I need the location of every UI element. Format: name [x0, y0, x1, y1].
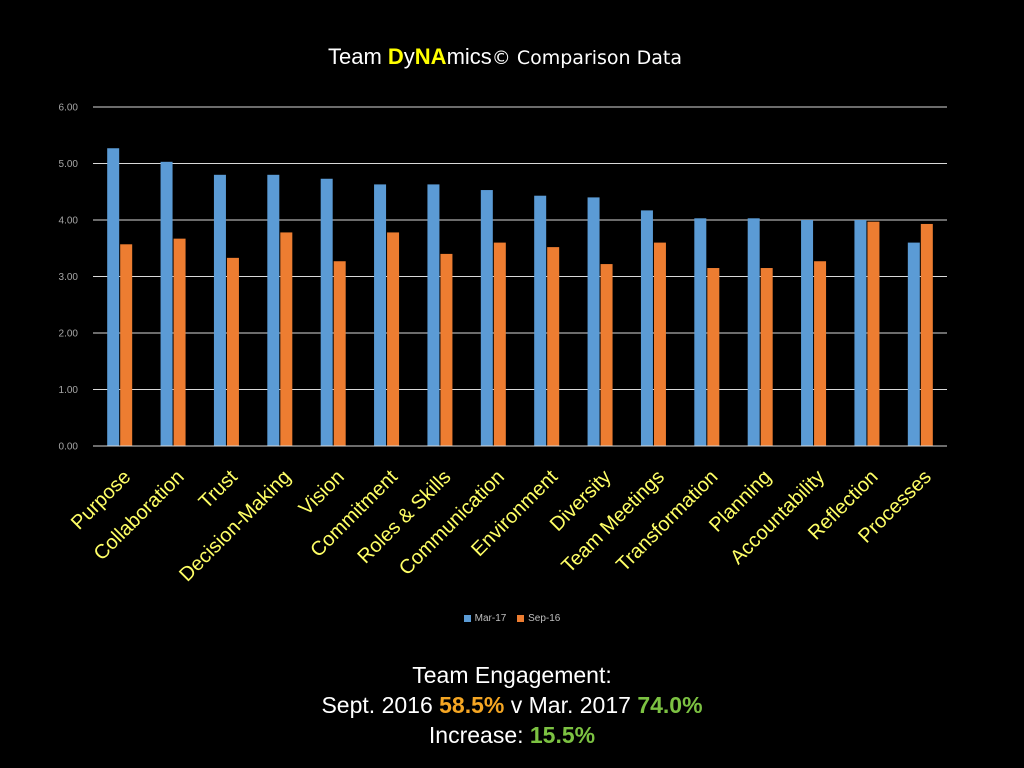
bar-mar-17-15 [907, 242, 920, 446]
bar-sep-16-1 [173, 238, 186, 446]
bar-sep-16-15 [920, 223, 933, 446]
bar-sep-16-8 [547, 247, 560, 446]
bar-mar-17-0 [107, 148, 120, 446]
legend: Mar-17 Sep-16 [0, 613, 1024, 625]
legend-swatch-mar17 [463, 615, 471, 622]
engagement-summary: Team Engagement: Sept. 2016 58.5% v Mar.… [0, 660, 1024, 750]
category-label: Trust [195, 466, 243, 514]
y-axis-ticks: 0.00 1.00 2.00 3.00 4.00 5.00 6.00 [59, 103, 79, 453]
bar-mar-17-13 [801, 220, 814, 446]
category-label: Roles & Skills [353, 466, 455, 568]
bar-mar-17-9 [587, 197, 600, 446]
bar-sep-16-0 [120, 244, 133, 446]
bar-chart: 0.00 1.00 2.00 3.00 4.00 5.00 6.00 PurposeColl… [59, 103, 947, 586]
title-copyright-mark: © [491, 47, 511, 69]
bar-sep-16-9 [600, 264, 613, 446]
bar-mar-17-3 [267, 174, 280, 447]
engagement-comparison: Sept. 2016 58.5% v Mar. 2017 74.0% [0, 690, 1024, 720]
bar-sep-16-12 [760, 268, 773, 446]
bar-sep-16-14 [867, 221, 880, 446]
bar-mar-17-12 [747, 218, 760, 446]
increase-label: Increase: [428, 722, 530, 748]
legend-label-sep16: Sep-16 [528, 613, 561, 624]
y-tick-label: 3.00 [59, 272, 79, 283]
y-tick-label: 1.00 [59, 385, 79, 396]
bar-mar-17-4 [320, 178, 333, 446]
bar-sep-16-2 [226, 257, 239, 446]
title-highlight-d: D [387, 44, 404, 69]
bar-sep-16-11 [707, 268, 720, 446]
bar-mar-17-5 [374, 184, 387, 446]
versus-label: v Mar. 2017 [504, 692, 638, 718]
bar-mar-17-7 [480, 190, 493, 446]
bar-mar-17-10 [640, 210, 653, 446]
sept-value: 58.5% [439, 692, 505, 718]
bar-mar-17-6 [427, 184, 440, 446]
legend-item-mar17: Mar-17 [463, 613, 507, 624]
y-tick-label: 4.00 [59, 216, 79, 227]
bar-mar-17-2 [213, 174, 226, 447]
category-label: Accountability [726, 466, 829, 569]
title-mics: mics [446, 44, 492, 69]
legend-swatch-sep16 [517, 615, 525, 622]
bar-mar-17-14 [854, 220, 867, 446]
title-y: y [403, 44, 415, 69]
y-tick-label: 2.00 [59, 329, 79, 340]
bar-mar-17-11 [694, 218, 707, 446]
bar-sep-16-7 [493, 242, 506, 446]
bar-mar-17-1 [160, 161, 173, 446]
mar-value: 74.0% [637, 692, 703, 718]
bar-sep-16-3 [280, 232, 293, 446]
legend-item-sep16: Sep-16 [517, 613, 560, 624]
legend-label-mar17: Mar-17 [474, 613, 507, 624]
engagement-increase: Increase: 15.5% [0, 720, 1024, 750]
bar-sep-16-10 [653, 242, 666, 446]
y-tick-label: 5.00 [59, 159, 79, 170]
y-tick-label: 6.00 [59, 103, 79, 114]
bar-sep-16-13 [814, 261, 827, 446]
bar-mar-17-8 [534, 195, 547, 446]
increase-value: 15.5% [529, 722, 596, 748]
title-suffix: Comparison Data [510, 47, 683, 69]
y-tick-label: 0.00 [59, 442, 79, 453]
title-prefix: Team [327, 44, 388, 69]
chart-title: Team DyNAmics© Comparison Data [0, 44, 1010, 70]
engagement-heading: Team Engagement: [412, 662, 612, 688]
bar-sep-16-6 [440, 253, 453, 446]
bar-sep-16-5 [387, 232, 400, 446]
bar-sep-16-4 [333, 261, 346, 446]
sept-label: Sept. 2016 [321, 692, 440, 718]
bars [107, 148, 933, 447]
title-highlight-na: NA [414, 44, 447, 69]
